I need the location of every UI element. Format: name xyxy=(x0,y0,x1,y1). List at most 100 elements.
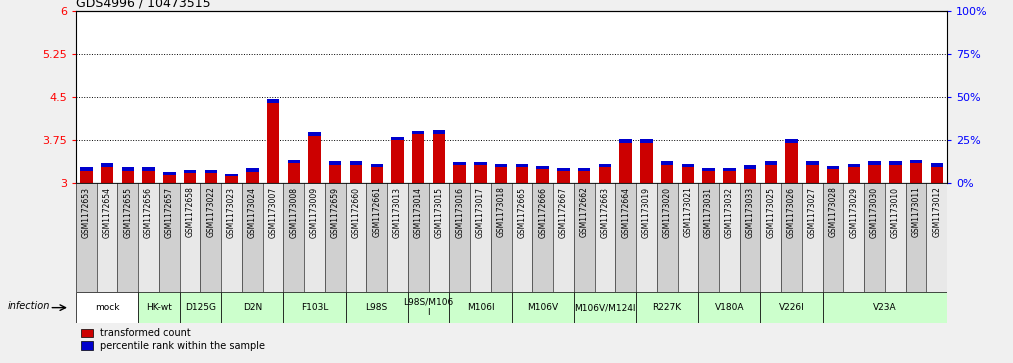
Bar xyxy=(785,139,798,143)
Text: GSM1173013: GSM1173013 xyxy=(393,187,402,237)
Bar xyxy=(578,171,591,183)
Bar xyxy=(512,292,573,323)
Text: GSM1173017: GSM1173017 xyxy=(476,187,485,237)
Bar xyxy=(573,292,636,323)
Text: GSM1173010: GSM1173010 xyxy=(890,187,900,237)
Bar xyxy=(516,167,528,183)
Bar xyxy=(698,292,761,323)
Bar xyxy=(512,183,532,292)
Bar xyxy=(573,183,595,292)
Bar xyxy=(367,183,387,292)
Bar xyxy=(391,137,404,140)
Bar xyxy=(262,183,284,292)
Text: GSM1173016: GSM1173016 xyxy=(455,187,464,237)
Text: GSM1173008: GSM1173008 xyxy=(290,187,298,237)
Bar xyxy=(739,183,761,292)
Bar xyxy=(183,170,197,173)
Text: GSM1172667: GSM1172667 xyxy=(559,187,568,237)
Bar xyxy=(221,183,242,292)
Text: F103L: F103L xyxy=(301,303,328,312)
Text: GSM1172661: GSM1172661 xyxy=(372,187,381,237)
Text: mock: mock xyxy=(95,303,120,312)
Bar xyxy=(636,292,698,323)
Bar xyxy=(284,292,345,323)
Bar xyxy=(201,183,221,292)
Text: GSM1172657: GSM1172657 xyxy=(165,187,174,237)
Bar xyxy=(428,183,450,292)
Bar xyxy=(744,169,757,183)
Bar xyxy=(823,183,844,292)
Bar xyxy=(308,136,321,183)
Bar xyxy=(143,171,155,183)
Bar xyxy=(868,162,880,165)
Bar xyxy=(205,173,217,183)
Bar xyxy=(889,165,902,183)
Bar xyxy=(516,164,528,167)
Bar xyxy=(848,167,860,183)
Text: GSM1173025: GSM1173025 xyxy=(767,187,775,237)
Bar xyxy=(495,164,508,167)
Bar xyxy=(183,173,197,183)
Bar xyxy=(76,183,96,292)
Text: M106V: M106V xyxy=(527,303,558,312)
Bar xyxy=(682,164,694,167)
Bar xyxy=(80,167,92,171)
Bar xyxy=(931,167,943,183)
Text: M106I: M106I xyxy=(467,303,494,312)
Bar xyxy=(284,183,304,292)
Bar xyxy=(910,163,922,183)
Bar xyxy=(138,292,179,323)
Bar xyxy=(906,183,927,292)
Text: GSM1173027: GSM1173027 xyxy=(807,187,816,237)
Text: GSM1173020: GSM1173020 xyxy=(663,187,672,237)
Bar xyxy=(848,164,860,167)
Bar xyxy=(349,162,363,165)
Text: GSM1173028: GSM1173028 xyxy=(829,187,838,237)
Bar xyxy=(827,169,840,183)
Bar xyxy=(246,168,258,172)
Bar xyxy=(433,130,445,134)
Bar xyxy=(205,170,217,173)
Bar xyxy=(345,292,408,323)
Bar xyxy=(138,183,159,292)
Text: GSM1173009: GSM1173009 xyxy=(310,187,319,238)
Text: GSM1172658: GSM1172658 xyxy=(185,187,194,237)
Bar xyxy=(765,165,777,183)
Bar xyxy=(179,292,221,323)
Text: R227K: R227K xyxy=(652,303,682,312)
Bar xyxy=(371,164,383,167)
Bar xyxy=(910,160,922,163)
Bar xyxy=(143,167,155,171)
Bar xyxy=(823,292,947,323)
Bar xyxy=(101,167,113,183)
Text: GSM1172662: GSM1172662 xyxy=(579,187,589,237)
Bar xyxy=(553,183,573,292)
Bar xyxy=(927,183,947,292)
Bar xyxy=(225,174,238,176)
Bar xyxy=(719,183,739,292)
Text: GSM1173032: GSM1173032 xyxy=(725,187,733,237)
Bar xyxy=(349,165,363,183)
Bar xyxy=(308,132,321,136)
Bar xyxy=(345,183,367,292)
Bar xyxy=(761,183,781,292)
Bar xyxy=(827,166,840,169)
Bar xyxy=(450,183,470,292)
Bar xyxy=(325,183,345,292)
Bar xyxy=(412,131,424,134)
Bar xyxy=(76,292,138,323)
Text: D2N: D2N xyxy=(243,303,262,312)
Bar xyxy=(578,168,591,171)
Text: GSM1172654: GSM1172654 xyxy=(102,187,111,237)
Bar xyxy=(387,183,408,292)
Bar xyxy=(288,160,300,163)
Bar xyxy=(80,171,92,183)
Bar xyxy=(408,292,450,323)
Text: GSM1173012: GSM1173012 xyxy=(932,187,941,237)
Text: GSM1173019: GSM1173019 xyxy=(642,187,651,237)
Bar xyxy=(781,183,802,292)
Text: GSM1173023: GSM1173023 xyxy=(227,187,236,237)
Bar xyxy=(288,163,300,183)
Bar xyxy=(761,292,823,323)
Text: GSM1172665: GSM1172665 xyxy=(518,187,527,237)
